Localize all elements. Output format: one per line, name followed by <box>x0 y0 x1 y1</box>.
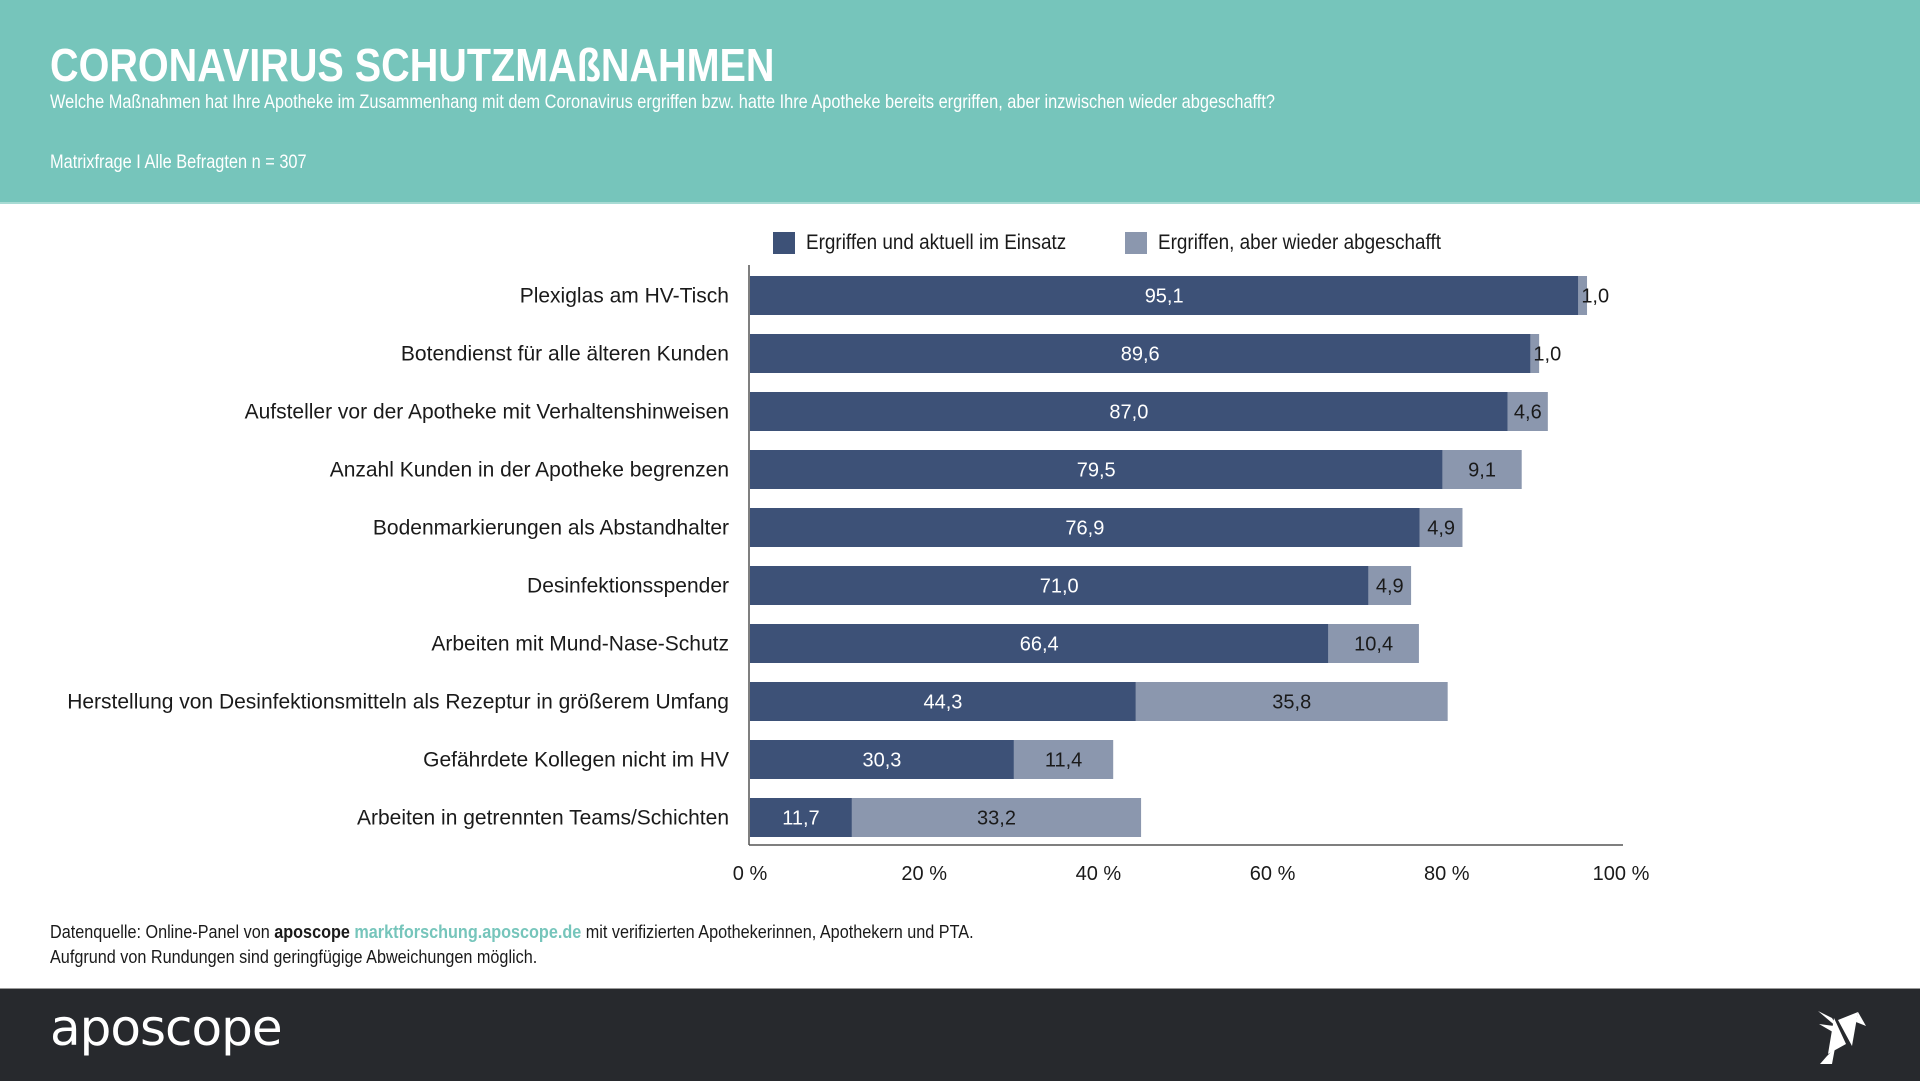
bar-segment-abolished <box>1442 450 1522 489</box>
category-label: Herstellung von Desinfektionsmitteln als… <box>67 691 729 714</box>
bar-segment-active <box>750 624 1329 663</box>
data-label: 11,4 <box>1045 750 1082 772</box>
data-label: 33,2 <box>977 808 1016 830</box>
data-label: 11,7 <box>782 808 819 830</box>
data-label: 89,6 <box>1121 344 1160 366</box>
bar-segment-abolished <box>1507 392 1548 431</box>
bar-segment-abolished <box>1328 624 1419 663</box>
bar-segment-active <box>750 450 1443 489</box>
data-label: 10,4 <box>1354 634 1393 656</box>
bar-segment-abolished <box>1578 276 1588 315</box>
data-label: 87,0 <box>1109 402 1148 424</box>
data-label: 71,0 <box>1040 576 1079 598</box>
data-label: 4,9 <box>1427 518 1455 540</box>
x-tick-label: 0 % <box>733 863 768 885</box>
bar-segment-active <box>750 740 1014 779</box>
data-label: 1,0 <box>1581 286 1609 308</box>
bar-segment-abolished <box>1135 682 1448 721</box>
header-banner: CORONAVIRUS SCHUTZMAßNAHMEN Welche Maßna… <box>0 0 1920 204</box>
data-label: 79,5 <box>1077 460 1116 482</box>
legend-label-active: Ergriffen und aktuell im Einsatz <box>806 231 1067 254</box>
source-suffix: mit verifizierten Apothekerinnen, Apothe… <box>581 922 974 942</box>
bar-segment-active <box>750 566 1369 605</box>
data-label: 95,1 <box>1145 286 1184 308</box>
bar-segment-abolished <box>1530 334 1540 373</box>
page-subtitle: Welche Maßnahmen hat Ihre Apotheke im Zu… <box>50 92 1275 113</box>
source-prefix: Datenquelle: Online-Panel von <box>50 922 275 942</box>
stacked-bar-chart: Plexiglas am HV-Tisch 95,1 1,0 Botendienst … <box>67 265 1650 885</box>
data-label: 44,3 <box>923 692 962 714</box>
data-label: 9,1 <box>1468 460 1496 482</box>
aposcope-logo: aposcope <box>50 999 283 1057</box>
data-label: 1,0 <box>1533 344 1561 366</box>
page-title: CORONAVIRUS SCHUTZMAßNAHMEN <box>50 39 775 91</box>
category-label: Bodenmarkierungen als Abstandhalter <box>373 517 729 540</box>
data-label: 4,6 <box>1514 402 1542 424</box>
category-label: Botendienst für alle älteren Kunden <box>401 343 729 366</box>
legend-swatch-active <box>773 232 795 254</box>
data-label: 66,4 <box>1020 634 1059 656</box>
bar-segment-active <box>750 682 1136 721</box>
legend-item-abolished: Ergriffen, aber wieder abgeschafft <box>1125 230 1472 256</box>
origami-bird-icon <box>1818 1011 1866 1064</box>
bar-segment-active <box>750 798 852 837</box>
category-label: Arbeiten in getrennten Teams/Schichten <box>357 807 729 830</box>
source-link[interactable]: marktforschung.aposcope.de <box>354 922 582 942</box>
bar-segment-active <box>750 392 1508 431</box>
legend-item-active: Ergriffen und aktuell im Einsatz <box>773 230 1095 256</box>
bar-segment-active <box>750 334 1531 373</box>
chart-legend: Ergriffen und aktuell im Einsatz Ergriff… <box>0 230 1920 258</box>
bar-segment-abolished <box>1368 566 1412 605</box>
data-label: 76,9 <box>1065 518 1104 540</box>
category-label: Aufsteller vor der Apotheke mit Verhalte… <box>245 401 729 424</box>
rounding-note: Aufgrund von Rundungen sind geringfügige… <box>50 947 538 967</box>
data-label: 35,8 <box>1272 692 1311 714</box>
footer: aposcope <box>0 988 1920 1081</box>
data-label: 4,9 <box>1376 576 1404 598</box>
category-label: Desinfektionsspender <box>527 575 729 598</box>
legend-label-abolished: Ergriffen, aber wieder abgeschafft <box>1158 231 1441 254</box>
bar-segment-active <box>750 508 1420 547</box>
source-line: Datenquelle: Online-Panel von aposcope m… <box>50 920 974 945</box>
x-tick-label: 80 % <box>1424 863 1470 885</box>
x-tick-label: 100 % <box>1593 863 1650 885</box>
bar-segment-abolished <box>1419 508 1463 547</box>
legend-swatch-abolished <box>1125 232 1147 254</box>
x-tick-label: 40 % <box>1076 863 1122 885</box>
x-tick-label: 60 % <box>1250 863 1296 885</box>
data-label: 30,3 <box>862 750 901 772</box>
data-source: Datenquelle: Online-Panel von aposcope m… <box>50 920 974 970</box>
bar-segment-abolished <box>1013 740 1114 779</box>
x-tick-label: 20 % <box>901 863 947 885</box>
bar-segment-active <box>750 276 1579 315</box>
category-label: Arbeiten mit Mund-Nase-Schutz <box>431 633 729 656</box>
bar-segment-abolished <box>851 798 1142 837</box>
category-label: Gefährdete Kollegen nicht im HV <box>423 749 729 772</box>
source-brand: aposcope <box>274 922 350 942</box>
category-label: Anzahl Kunden in der Apotheke begrenzen <box>330 459 729 482</box>
category-label: Plexiglas am HV-Tisch <box>520 285 729 308</box>
sample-info: Matrixfrage I Alle Befragten n = 307 <box>50 152 307 173</box>
